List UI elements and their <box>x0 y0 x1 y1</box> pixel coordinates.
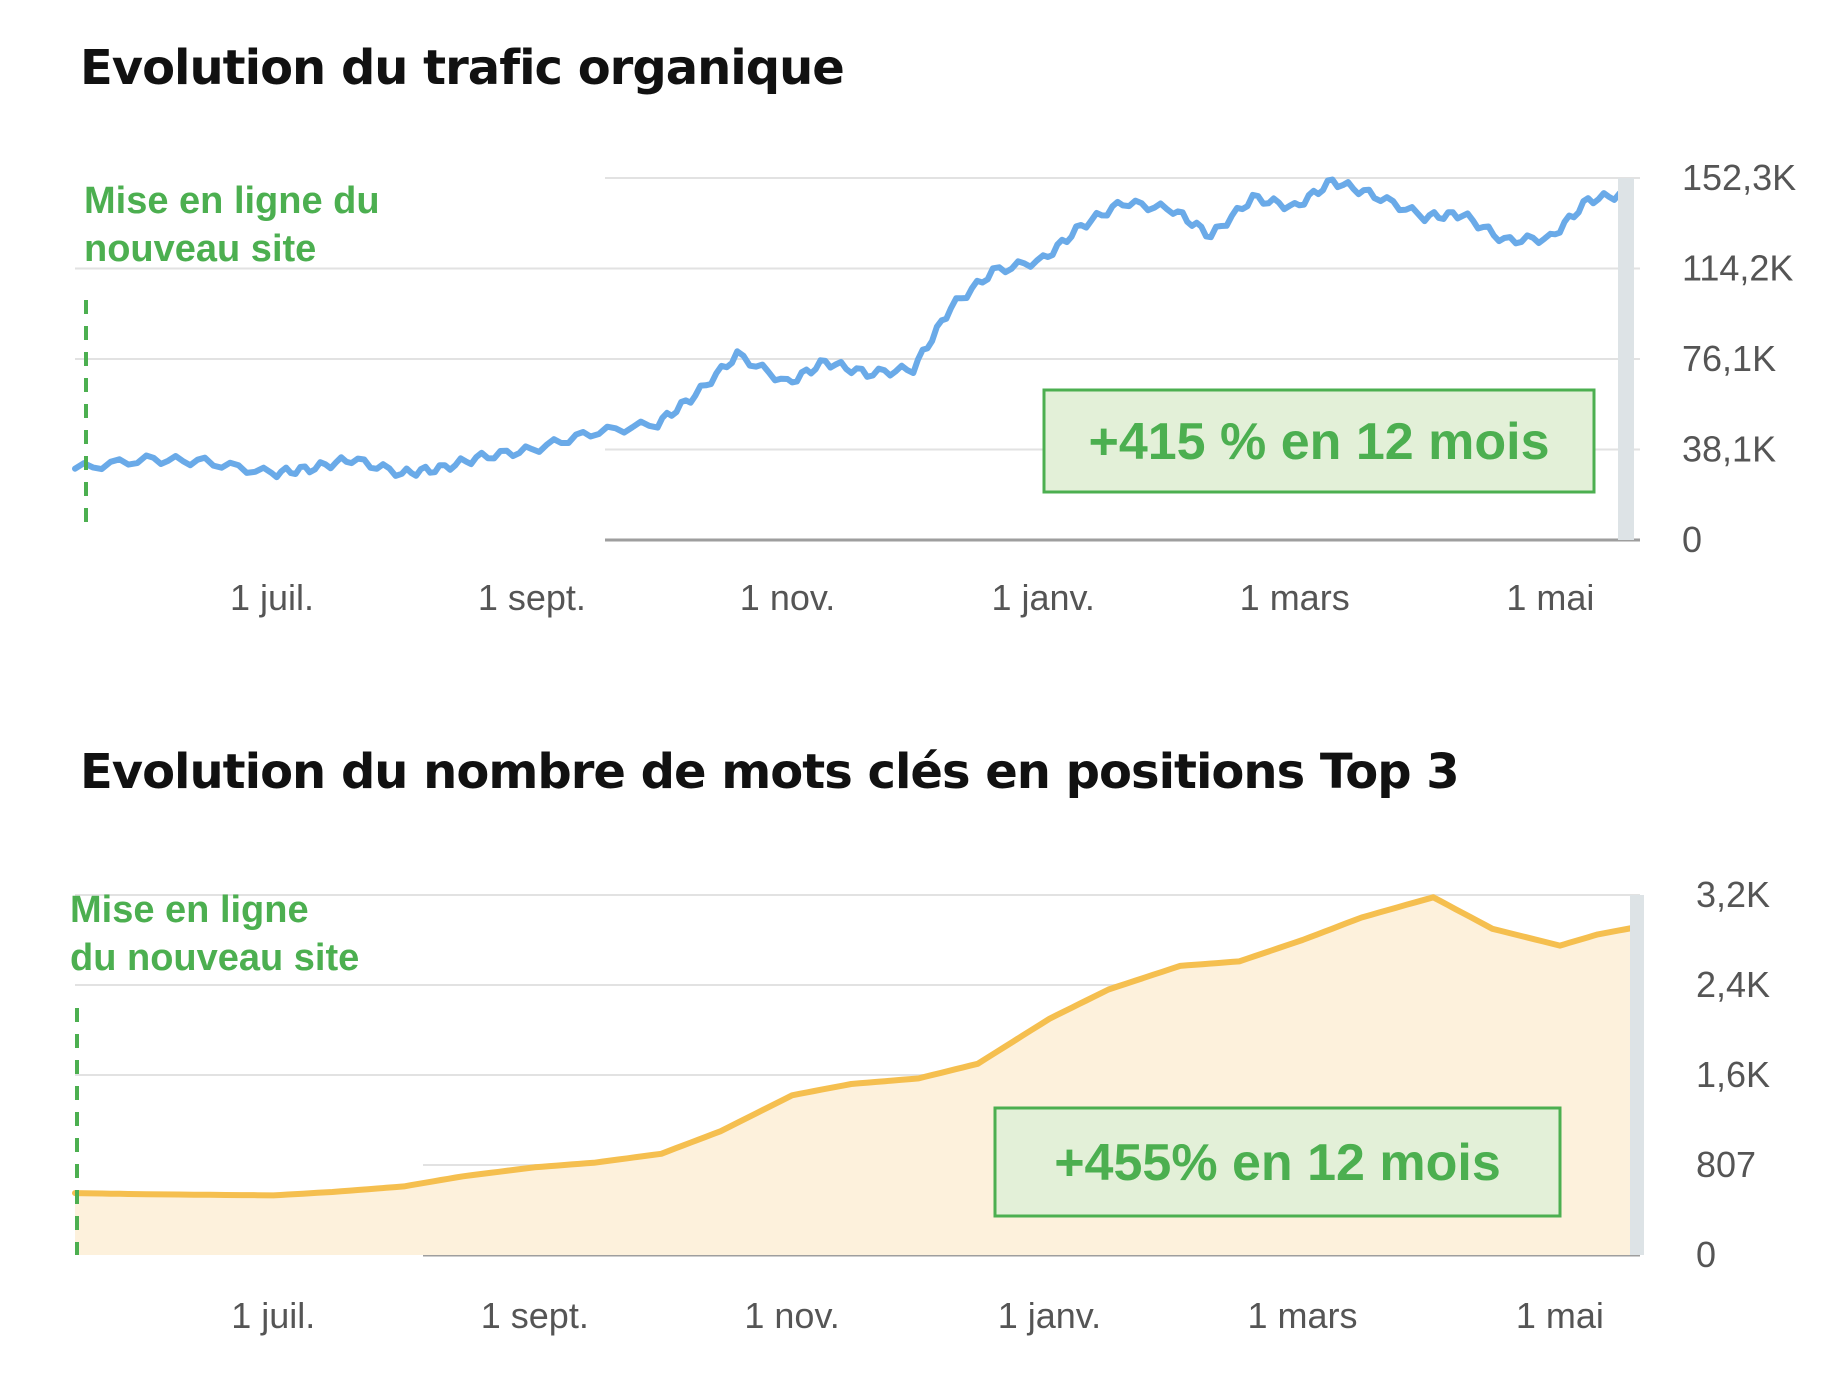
y-tick-label: 152,3K <box>1682 157 1796 198</box>
x-tick-label: 1 sept. <box>481 1295 589 1336</box>
x-tick-label: 1 nov. <box>744 1295 839 1336</box>
organic-traffic-chart: 0 38,1K 76,1K 114,2K 152,3K 1 juil. 1 sept. 1 n… <box>72 157 1796 618</box>
launch-annotation: nouveau site <box>84 228 316 270</box>
y-tick-label: 38,1K <box>1682 429 1776 470</box>
x-tick-label: 1 janv. <box>998 1295 1101 1336</box>
y-tick-label: 0 <box>1682 519 1702 560</box>
x-tick-label: 1 nov. <box>740 577 835 618</box>
x-tick-label: 1 janv. <box>991 577 1094 618</box>
x-tick-label: 1 juil. <box>231 1295 315 1336</box>
range-handle <box>1630 895 1644 1255</box>
x-tick-label: 1 mars <box>1240 577 1350 618</box>
launch-annotation: Mise en ligne du <box>84 180 380 222</box>
growth-badge <box>1042 388 1596 494</box>
x-tick-label: 1 mars <box>1247 1295 1357 1336</box>
growth-badge <box>993 1106 1562 1218</box>
keywords-chart-title: Evolution du nombre de mots clés en posi… <box>80 744 1460 800</box>
y-tick-label: 3,2K <box>1696 874 1770 915</box>
top3-keywords-chart: 0 807 1,6K 2,4K 3,2K 1 juil. 1 sept. 1 nov. 1 ja… <box>70 874 1770 1336</box>
range-handle <box>1618 178 1634 540</box>
growth-badge-label: +415 % en 12 mois <box>1088 413 1549 471</box>
x-tick-label: 1 sept. <box>478 577 586 618</box>
traffic-chart-title: Evolution du trafic organique <box>80 40 845 96</box>
x-tick-label: 1 mai <box>1506 577 1594 618</box>
growth-badge-label: +455% en 12 mois <box>1054 1134 1501 1192</box>
y-tick-label: 76,1K <box>1682 338 1776 379</box>
y-tick-label: 2,4K <box>1696 964 1770 1005</box>
y-tick-label: 1,6K <box>1696 1054 1770 1095</box>
y-tick-label: 807 <box>1696 1144 1756 1185</box>
launch-annotation: Mise en ligne <box>70 889 309 931</box>
y-tick-label: 114,2K <box>1682 248 1793 289</box>
x-tick-label: 1 mai <box>1516 1295 1604 1336</box>
x-tick-label: 1 juil. <box>230 577 314 618</box>
series-line <box>72 176 1633 481</box>
launch-annotation: du nouveau site <box>70 937 359 979</box>
y-tick-label: 0 <box>1696 1234 1716 1275</box>
